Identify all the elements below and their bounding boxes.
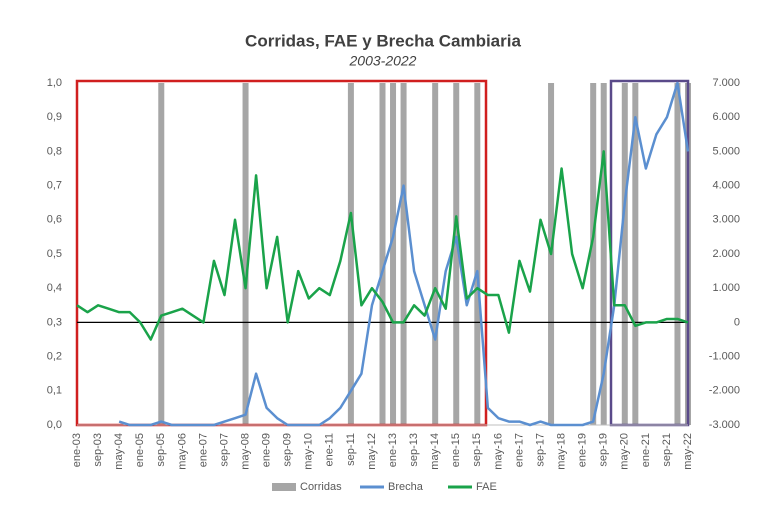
bar bbox=[242, 83, 249, 425]
x-tick-label: sep-19 bbox=[598, 433, 610, 467]
bar bbox=[600, 83, 607, 425]
x-tick-label: may-14 bbox=[429, 433, 441, 470]
x-tick-label: ene-15 bbox=[450, 433, 462, 467]
x-tick-label: sep-13 bbox=[408, 433, 420, 467]
y2-tick-label: 5.000 bbox=[712, 145, 740, 157]
bar bbox=[347, 83, 354, 425]
bar bbox=[632, 83, 639, 425]
highlight-box bbox=[75, 79, 488, 427]
x-tick-label: may-18 bbox=[555, 433, 567, 470]
x-tick-label: ene-03 bbox=[71, 433, 83, 467]
x-tick-label: sep-03 bbox=[92, 433, 104, 467]
y-tick-label: 0,9 bbox=[47, 111, 62, 123]
x-tick-label: may-12 bbox=[366, 433, 378, 470]
y-tick-label: 0,2 bbox=[47, 351, 62, 363]
y-tick-label: 0,5 bbox=[47, 248, 62, 260]
x-tick-label: ene-17 bbox=[513, 433, 525, 467]
y-tick-label: 0,6 bbox=[47, 214, 62, 226]
y-tick-label: 0,3 bbox=[47, 316, 62, 328]
x-tick-label: sep-11 bbox=[345, 433, 357, 466]
legend-label: FAE bbox=[476, 481, 497, 493]
x-tick-label: may-04 bbox=[113, 433, 125, 470]
y2-tick-label: 6.000 bbox=[712, 111, 740, 123]
x-tick-label: ene-05 bbox=[134, 433, 146, 467]
y-tick-label: 0,1 bbox=[47, 385, 62, 397]
y-tick-label: 0,0 bbox=[47, 419, 62, 431]
y-tick-label: 1,0 bbox=[47, 77, 62, 89]
y2-tick-label: 2.000 bbox=[712, 248, 740, 260]
bar bbox=[400, 83, 407, 425]
x-tick-label: may-22 bbox=[682, 433, 694, 470]
y2-tick-label: 7.000 bbox=[712, 77, 740, 89]
x-tick-label: ene-21 bbox=[640, 433, 652, 467]
x-tick-label: ene-07 bbox=[197, 433, 209, 467]
bar bbox=[590, 83, 597, 425]
chart-title: Corridas, FAE y Brecha Cambiaria bbox=[245, 31, 521, 50]
y2-tick-label: 1.000 bbox=[712, 282, 740, 294]
x-tick-label: may-16 bbox=[492, 433, 504, 470]
x-tick-label: may-08 bbox=[239, 433, 251, 470]
y-tick-label: 0,7 bbox=[47, 180, 62, 192]
x-tick-label: sep-15 bbox=[471, 433, 483, 467]
bar bbox=[158, 83, 165, 425]
y-tick-label: 0,8 bbox=[47, 145, 62, 157]
line bbox=[76, 150, 689, 341]
x-tick-label: sep-05 bbox=[155, 433, 167, 467]
x-tick-label: sep-21 bbox=[661, 433, 673, 467]
y2-tick-label: -3.000 bbox=[709, 419, 740, 431]
bar bbox=[674, 83, 681, 425]
bar bbox=[390, 83, 397, 425]
legend-label: Corridas bbox=[300, 481, 342, 493]
x-tick-label: sep-09 bbox=[282, 433, 294, 467]
x-tick-label: sep-07 bbox=[218, 433, 230, 467]
y2-tick-label: -1.000 bbox=[709, 351, 740, 363]
line bbox=[118, 81, 690, 427]
x-tick-label: may-06 bbox=[176, 433, 188, 470]
chart-subtitle: 2003-2022 bbox=[349, 53, 417, 69]
x-tick-label: may-10 bbox=[303, 433, 315, 470]
x-tick-label: ene-19 bbox=[577, 433, 589, 467]
bar bbox=[474, 83, 481, 425]
y2-tick-label: 3.000 bbox=[712, 214, 740, 226]
bar bbox=[379, 83, 386, 425]
y2-tick-label: 0 bbox=[734, 316, 740, 328]
x-tick-label: ene-09 bbox=[261, 433, 273, 467]
bar bbox=[453, 83, 460, 425]
legend-label: Brecha bbox=[388, 481, 424, 493]
x-tick-label: ene-11 bbox=[324, 433, 336, 466]
bar bbox=[432, 83, 439, 425]
x-tick-label: sep-17 bbox=[534, 433, 546, 467]
y2-tick-label: -2.000 bbox=[709, 385, 740, 397]
legend-swatch bbox=[272, 483, 296, 491]
x-tick-label: may-20 bbox=[619, 433, 631, 470]
x-tick-label: ene-13 bbox=[387, 433, 399, 467]
y2-tick-label: 4.000 bbox=[712, 180, 740, 192]
y-tick-label: 0,4 bbox=[47, 282, 62, 294]
bar bbox=[621, 83, 628, 425]
